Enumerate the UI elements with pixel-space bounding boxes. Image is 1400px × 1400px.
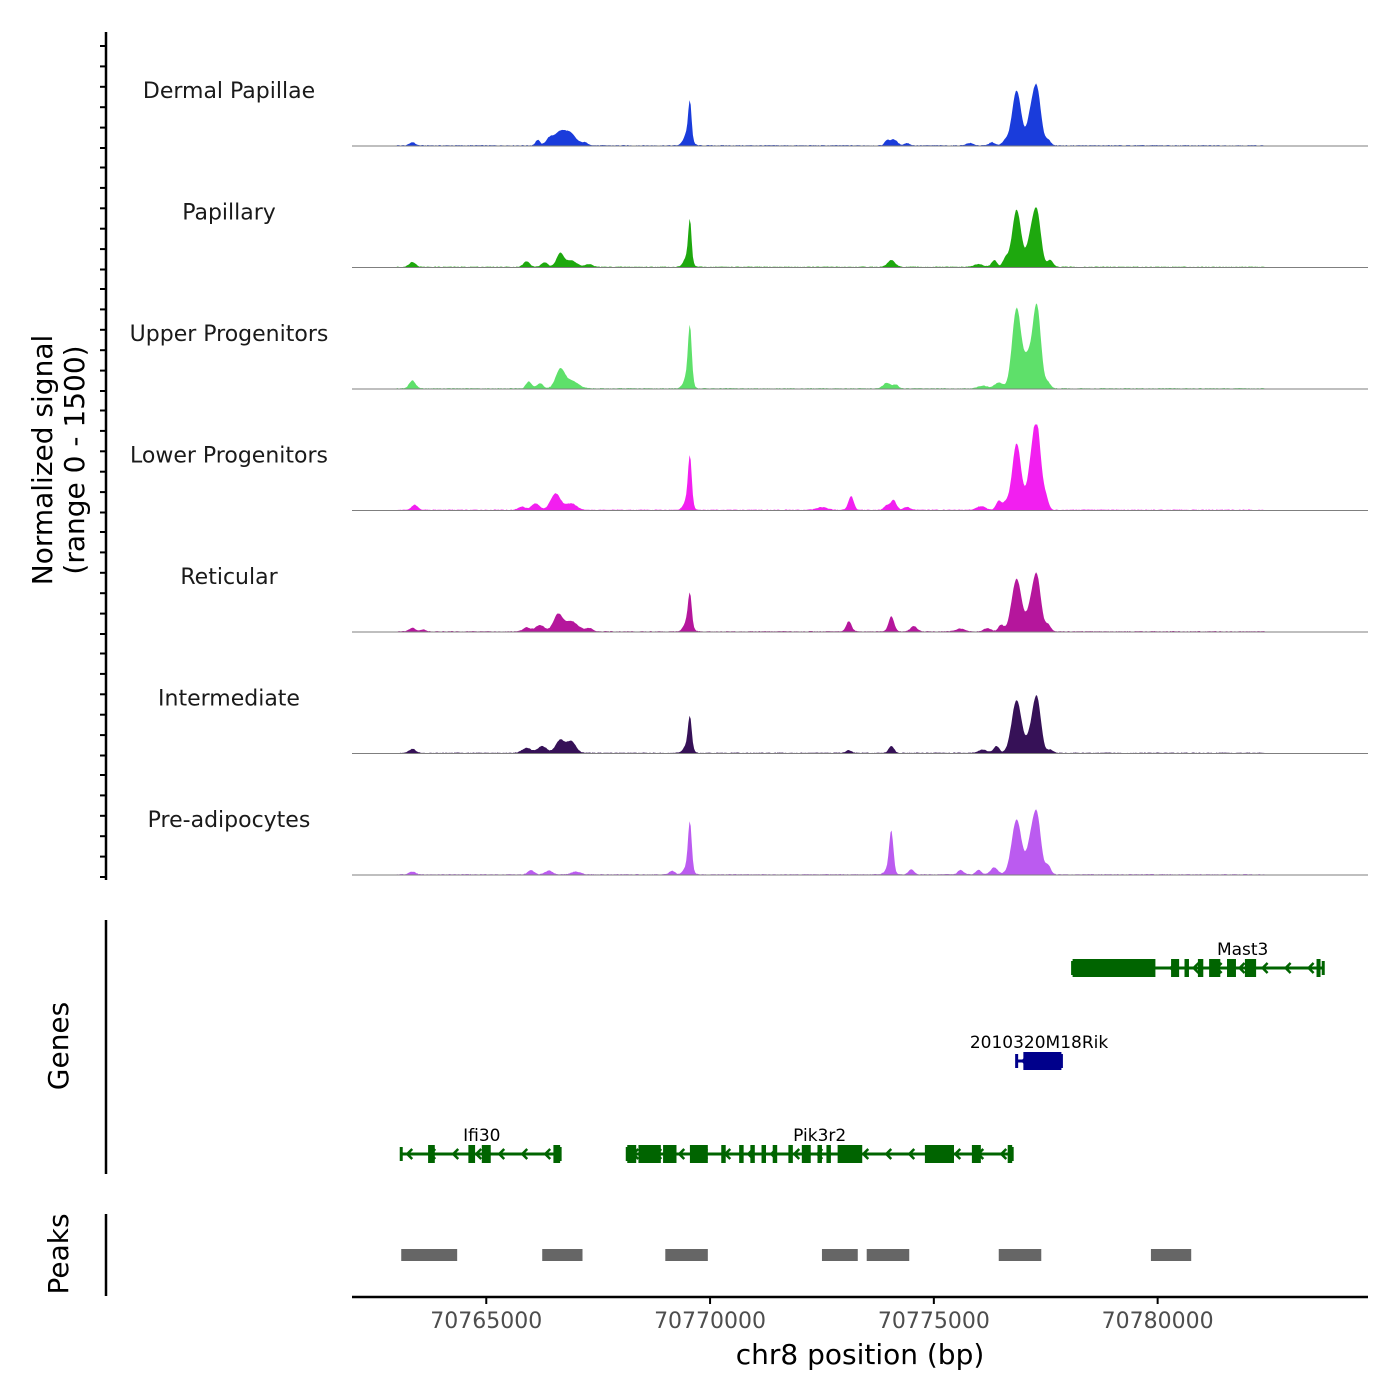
peak-region <box>866 1249 910 1261</box>
gene-exon <box>817 1145 822 1163</box>
gene-exon <box>627 1145 637 1163</box>
strand-arrow <box>520 1148 529 1160</box>
coverage-track-lower-progenitors: Lower Progenitors <box>100 409 1368 514</box>
gene-exon <box>1007 1145 1013 1163</box>
coverage-area <box>352 424 1368 511</box>
gene-exon <box>1072 959 1156 977</box>
strand-arrow <box>543 1148 552 1160</box>
coverage-track-upper-progenitors: Upper Progenitors <box>100 288 1368 392</box>
coverage-area <box>352 83 1368 146</box>
coverage-track-reticular: Reticular <box>100 531 1368 635</box>
strand-arrow <box>497 1148 506 1160</box>
strand-arrow <box>953 1148 962 1160</box>
gene-exon <box>837 1145 863 1163</box>
gene-exon <box>750 1145 755 1163</box>
coverage-area <box>352 572 1368 632</box>
gene-exon <box>826 1145 831 1163</box>
peak-region <box>998 1249 1042 1261</box>
strand-arrow <box>1283 962 1292 974</box>
gene-exon <box>801 1145 811 1163</box>
peak-region <box>401 1249 458 1261</box>
x-tick-label: 70780000 <box>1102 1309 1214 1334</box>
coverage-track-pre-adipocytes: Pre-adipocytes <box>100 774 1368 878</box>
coverage-area <box>352 207 1368 268</box>
peak-region <box>542 1249 583 1261</box>
peak-region <box>821 1249 858 1261</box>
gene-exon <box>1184 959 1189 977</box>
gene-exon <box>788 1145 793 1163</box>
peaks-y-title: Peaks <box>42 1213 75 1294</box>
track-label: Dermal Papillae <box>143 79 315 104</box>
strand-arrow <box>907 1148 916 1160</box>
peak-region <box>665 1249 708 1261</box>
strand-arrow <box>861 1148 870 1160</box>
genes-y-title: Genes <box>42 1002 75 1090</box>
gene-exon <box>772 1145 778 1163</box>
coverage-track-intermediate: Intermediate <box>100 652 1368 757</box>
coverage-area <box>352 695 1368 754</box>
coverage-y-title-line1: Normalized signal <box>26 335 59 586</box>
x-tick-label: 70770000 <box>654 1309 766 1334</box>
gene-exon <box>1023 1052 1062 1070</box>
gene-label: Ifi30 <box>463 1126 500 1146</box>
gene-exon <box>1227 959 1236 977</box>
peaks-panel <box>104 1214 1192 1296</box>
x-tick-label: 70775000 <box>878 1309 990 1334</box>
gene-ifi30: Ifi30 <box>399 1126 562 1163</box>
gene-exon <box>638 1145 661 1163</box>
strand-arrow <box>451 1148 460 1160</box>
coverage-panel: Dermal Papillae Papillary Upper Progenitor… <box>100 32 1368 880</box>
gene-exon <box>1197 959 1204 977</box>
gene-exon <box>663 1145 677 1163</box>
gene-exon <box>924 1145 954 1163</box>
strand-arrow <box>884 1148 893 1160</box>
gene-exon <box>721 1145 726 1163</box>
strand-arrow <box>1260 962 1269 974</box>
gene-exon <box>468 1145 476 1163</box>
track-label: Intermediate <box>158 687 300 712</box>
x-axis: chr8 position (bp) 70765000 70770000 70775… <box>352 1295 1368 1371</box>
strand-arrow <box>677 1148 686 1160</box>
strand-arrow <box>792 1148 801 1160</box>
strand-arrow <box>1237 962 1246 974</box>
strand-arrow <box>1306 962 1315 974</box>
gene-exon <box>1209 959 1221 977</box>
x-axis-title: chr8 position (bp) <box>736 1338 985 1371</box>
coverage-area <box>352 303 1368 389</box>
gene-exon <box>1244 959 1257 977</box>
strand-arrow <box>999 1148 1008 1160</box>
gene-exon <box>971 1145 981 1163</box>
gene-exon <box>1171 959 1180 977</box>
gene-label: Pik3r2 <box>793 1126 846 1146</box>
genes-panel: Mast3 2010320M18Rik Ifi30 Pik3r2 <box>104 920 1325 1174</box>
gene-exon <box>428 1145 435 1163</box>
track-label: Lower Progenitors <box>130 444 328 469</box>
gene-exon <box>761 1145 767 1163</box>
gene-exon <box>553 1145 561 1163</box>
gene-exon <box>689 1145 708 1163</box>
coverage-area <box>352 809 1368 875</box>
peak-region <box>1150 1249 1192 1261</box>
gene-mast3: Mast3 <box>1071 940 1325 977</box>
coverage-track-dermal-papillae: Dermal Papillae <box>100 45 1368 149</box>
gene-exon <box>1316 959 1321 977</box>
strand-arrow <box>474 1148 483 1160</box>
coverage-y-title-line2: (range 0 - 1500) <box>58 345 91 574</box>
coverage-track-papillary: Papillary <box>100 166 1368 271</box>
gene-label: Mast3 <box>1217 940 1268 960</box>
y-axis-titles: Normalized signal (range 0 - 1500) Genes… <box>26 335 91 1295</box>
track-label: Reticular <box>180 565 278 590</box>
strand-arrow <box>1191 962 1200 974</box>
track-label: Upper Progenitors <box>130 322 329 347</box>
x-tick-label: 70765000 <box>430 1309 542 1334</box>
gene-exon <box>481 1145 491 1163</box>
track-label: Papillary <box>182 201 276 226</box>
strand-arrow <box>405 1148 414 1160</box>
track-label: Pre-adipocytes <box>148 808 311 833</box>
gene-pik3r2: Pik3r2 <box>625 1126 1014 1163</box>
gene-2010320m18rik: 2010320M18Rik <box>970 1033 1109 1070</box>
gene-label: 2010320M18Rik <box>970 1033 1109 1053</box>
gene-exon <box>739 1145 744 1163</box>
